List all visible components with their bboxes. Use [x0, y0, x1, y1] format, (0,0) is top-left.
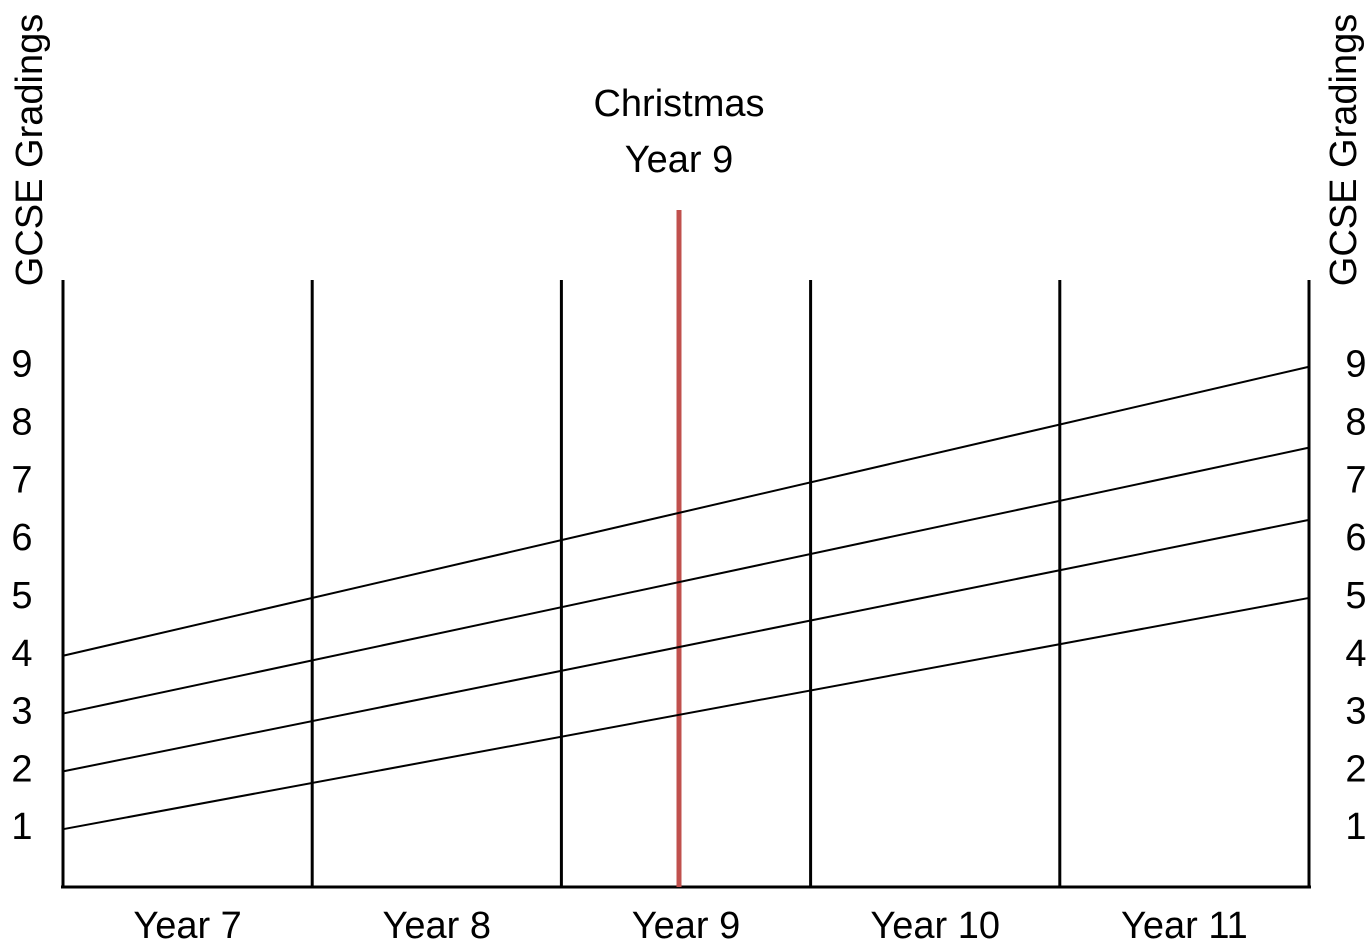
flight-path	[62, 518, 1310, 773]
x-tick-label: Year 10	[870, 905, 1000, 947]
y-tick-label-right: 8	[1345, 402, 1366, 444]
x-tick-label: Year 7	[133, 905, 241, 947]
x-tick-label: Year 11	[1121, 905, 1248, 947]
y-tick-label: 5	[11, 575, 32, 617]
y-tick-label: 2	[11, 748, 32, 790]
y-tick-label-right: 7	[1345, 459, 1366, 501]
y-tick-label-right: 4	[1345, 633, 1366, 675]
y-tick-label: 8	[11, 402, 32, 444]
y-tick-label-right: 5	[1345, 575, 1366, 617]
y-axis-title: GCSE Gradings	[9, 14, 51, 286]
y-tick-label: 6	[11, 517, 32, 559]
flight-path	[62, 365, 1310, 657]
y-tick-label-right: 6	[1345, 517, 1366, 559]
y-tick-label-right: 9	[1345, 344, 1366, 386]
y-axis-title-right: GCSE Gradings	[1323, 14, 1365, 286]
flight-path	[62, 596, 1310, 831]
flight-path	[62, 446, 1310, 715]
x-tick-label: Year 9	[632, 905, 740, 947]
y-tick-label: 4	[11, 633, 32, 675]
annotation: Christmas	[593, 83, 764, 125]
y-tick-label: 1	[11, 806, 32, 848]
annotation: Year 9	[625, 139, 733, 181]
y-tick-label: 3	[11, 691, 32, 733]
y-tick-label-right: 1	[1345, 806, 1366, 848]
y-tick-label: 7	[11, 459, 32, 501]
y-tick-label-right: 2	[1345, 748, 1366, 790]
x-tick-label: Year 8	[383, 905, 491, 947]
y-tick-label: 9	[11, 344, 32, 386]
y-tick-label-right: 3	[1345, 691, 1366, 733]
